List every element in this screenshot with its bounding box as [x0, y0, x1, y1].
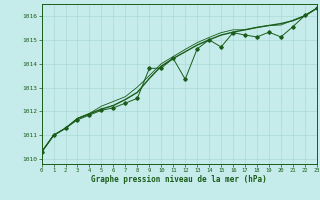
- X-axis label: Graphe pression niveau de la mer (hPa): Graphe pression niveau de la mer (hPa): [91, 175, 267, 184]
